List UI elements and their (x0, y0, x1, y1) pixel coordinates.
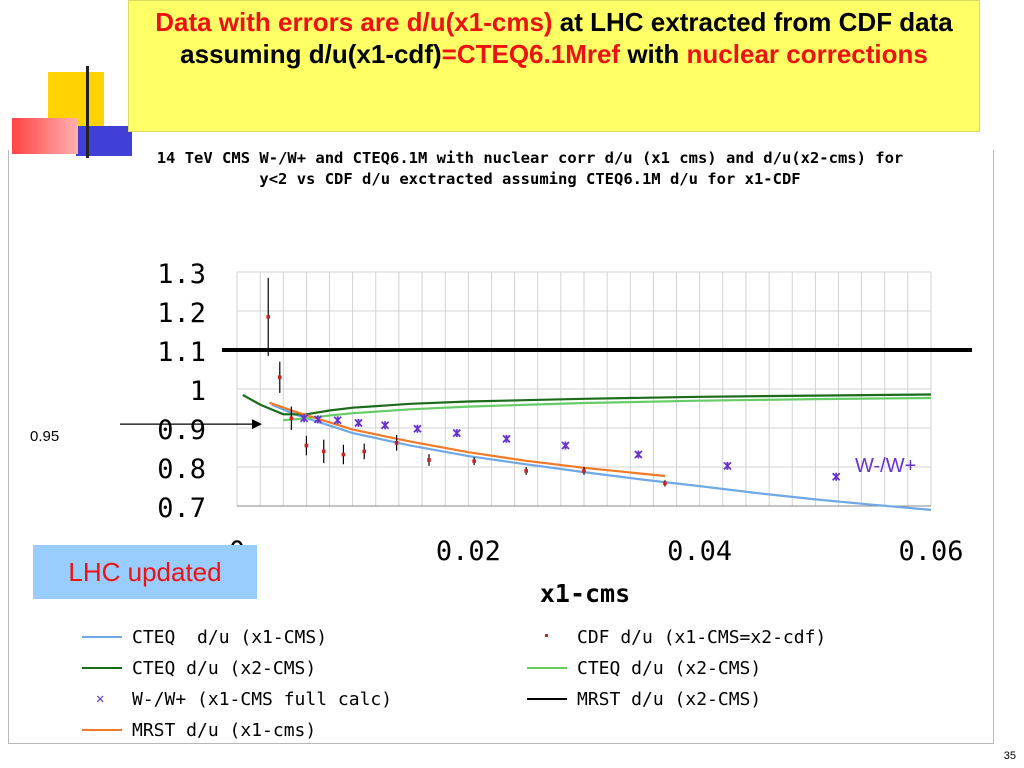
title-part-3: =CTEQ6.1Mref (441, 39, 621, 69)
legend-line-swatch (82, 729, 122, 731)
legend-line-swatch (527, 667, 567, 669)
deco-red-block (12, 118, 78, 154)
series-line-0 (271, 403, 932, 511)
series-line-2 (242, 393, 932, 416)
legend-item: ✕ W-/W+ (x1-CMS full calc) (80, 686, 392, 712)
legend-line-swatch (82, 636, 122, 638)
legend-item: CTEQ d/u (x2-CMS) (80, 655, 316, 681)
wminus-wplus-point (561, 441, 570, 450)
cdf-data-point (427, 458, 431, 462)
legend-item: CTEQ d/u (x2-CMS) (525, 655, 761, 681)
cdf-data-point (524, 469, 528, 473)
cdf-data-point (663, 481, 667, 486)
legend-symbol (80, 655, 124, 681)
y-tick-label: 1.3 (157, 259, 206, 290)
wminus-wplus-point (452, 428, 461, 438)
legend-label: CDF d/u (x1-CMS=x2-cdf) (577, 626, 827, 648)
lhc-updated-badge: LHC updated (33, 545, 257, 599)
legend-label: MRST d/u (x2-CMS) (577, 688, 762, 710)
legend-label: CTEQ d/u (x1-CMS) (132, 626, 328, 648)
cdf-data-point (277, 375, 282, 380)
legend-item: MRST d/u (x1-cms) (80, 717, 316, 743)
annotation-arrow-head (252, 419, 262, 430)
chart-frame (8, 150, 994, 744)
deco-yellow-block (48, 72, 104, 126)
slide-decoration (0, 0, 140, 160)
legend-label: CTEQ d/u (x2-CMS) (577, 657, 762, 679)
y-tick-label: 1 (190, 376, 206, 407)
title-part-5: nuclear corrections (686, 39, 928, 69)
legend-label: W-/W+ (x1-CMS full calc) (132, 688, 393, 710)
wminus-wplus-annotation: W-/W+ (855, 455, 916, 477)
legend-symbol (525, 655, 569, 681)
deco-blue-block (76, 126, 132, 156)
slide-title: Data with errors are d/u(x1-cms) at LHC … (128, 0, 980, 132)
cdf-data-point (341, 452, 346, 457)
legend-line-swatch (527, 698, 567, 700)
y-tick-label: 0.7 (157, 493, 206, 524)
legend-symbol (80, 624, 124, 650)
legend-item: CDF d/u (x1-CMS=x2-cdf) (525, 624, 826, 650)
wminus-wplus-point (723, 461, 732, 470)
x-tick-label: 0.02 (436, 536, 501, 567)
legend-label: CTEQ d/u (x2-CMS) (132, 657, 317, 679)
legend-dot-marker (545, 634, 548, 637)
legend-symbol (525, 624, 569, 650)
x-axis-label: x1-cms (540, 579, 630, 608)
cdf-data-point (304, 443, 309, 448)
cdf-data-point (394, 441, 399, 445)
side-label-095: 0.95 (30, 428, 60, 445)
legend-item: MRST d/u (x2-CMS) (525, 686, 761, 712)
wminus-wplus-point (832, 472, 841, 481)
legend-symbol: ✕ (80, 686, 124, 712)
cdf-data-point (472, 459, 476, 463)
y-tick-label: 0.8 (157, 454, 206, 485)
deco-vertical-line (86, 66, 89, 158)
x-tick-label: 0.04 (667, 536, 732, 567)
chart-title: 14 TeV CMS W-/W+ and CTEQ6.1M with nucle… (156, 149, 904, 188)
cdf-data-point (266, 315, 271, 319)
legend-cross-marker: ✕ (96, 691, 105, 707)
legend-line-swatch (82, 667, 122, 669)
x-tick-label: 0.06 (898, 536, 963, 567)
cdf-data-point (289, 416, 294, 421)
title-part-4: with (620, 39, 687, 69)
wminus-wplus-point (333, 416, 342, 425)
title-part-2: at LHC extracted from CDF data assuming … (180, 7, 953, 69)
wminus-wplus-point (380, 421, 390, 430)
cdf-data-point (582, 469, 586, 473)
wminus-wplus-point (634, 450, 643, 459)
page-number: 35 (1003, 750, 1016, 762)
legend-symbol (80, 717, 124, 743)
wminus-wplus-point (413, 424, 422, 433)
wminus-wplus-point (502, 434, 511, 444)
wminus-wplus-point (354, 418, 363, 428)
legend-symbol (525, 686, 569, 712)
cdf-data-point (321, 449, 326, 454)
y-tick-label: 1.2 (157, 298, 206, 329)
y-tick-label: 0.9 (157, 415, 206, 446)
legend-label: MRST d/u (x1-cms) (132, 719, 317, 741)
series-line-6 (269, 401, 666, 478)
y-tick-label: 1.1 (157, 337, 206, 368)
legend-item: CTEQ d/u (x1-CMS) (80, 624, 327, 650)
title-part-1: Data with errors are d/u(x1-cms) (155, 7, 553, 37)
wminus-wplus-point (299, 414, 309, 423)
wminus-wplus-point (313, 415, 323, 424)
cdf-data-point (362, 449, 367, 454)
